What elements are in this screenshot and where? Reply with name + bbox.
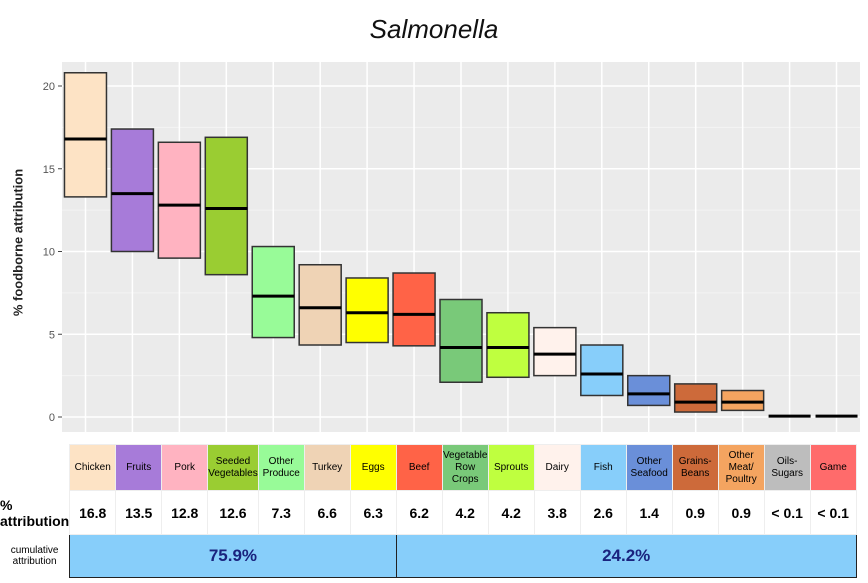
crossbar-box bbox=[533, 326, 577, 377]
crossbar-box bbox=[298, 263, 342, 346]
crossbar-box bbox=[392, 272, 436, 347]
attribution-value: 2.6 bbox=[579, 490, 627, 535]
y-tick-label: 0 bbox=[49, 412, 55, 424]
attribution-value: 6.3 bbox=[349, 490, 397, 535]
category-label: Other Meat/ Poultry bbox=[717, 444, 765, 491]
crossbar-box bbox=[673, 383, 718, 413]
category-label: Fruits bbox=[115, 444, 163, 491]
crossbar-box bbox=[110, 128, 155, 253]
category-label: Seeded Vegetables bbox=[207, 444, 259, 491]
attribution-value: 0.9 bbox=[671, 490, 719, 535]
cumulative-rest: 24.2% bbox=[395, 534, 857, 578]
attribution-table: Chicken Fruits Pork Seeded Vegetables Other … bbox=[0, 444, 857, 578]
attribution-value: 7.3 bbox=[257, 490, 305, 535]
category-label: Beef bbox=[395, 444, 443, 491]
category-label: Eggs bbox=[349, 444, 397, 491]
attribution-value: 0.9 bbox=[717, 490, 765, 535]
attribution-value: 12.6 bbox=[207, 490, 259, 535]
crossbar-box bbox=[63, 72, 108, 198]
attribution-value: 3.8 bbox=[533, 490, 581, 535]
attribution-value: 1.4 bbox=[625, 490, 673, 535]
crossbar-box bbox=[439, 298, 483, 383]
crossbar-box bbox=[627, 374, 671, 407]
category-label: Other Produce bbox=[257, 444, 305, 491]
attribution-value: 6.6 bbox=[303, 490, 351, 535]
category-label: Dairy bbox=[533, 444, 581, 491]
crossbar-box bbox=[720, 389, 765, 412]
y-tick-label: 10 bbox=[43, 247, 55, 259]
crossbar-box bbox=[204, 136, 249, 276]
attribution-value: 6.2 bbox=[395, 490, 443, 535]
crossbar-box bbox=[251, 245, 295, 339]
cumulative-row-label: cumulative attribution bbox=[10, 545, 59, 567]
attribution-value: < 0.1 bbox=[763, 490, 811, 535]
category-label: Oils-Sugars bbox=[763, 444, 811, 491]
category-label: Grains-Beans bbox=[671, 444, 719, 491]
y-tick-label: 15 bbox=[43, 164, 55, 176]
attribution-value: 4.2 bbox=[487, 490, 535, 535]
attribution-value: 16.8 bbox=[69, 490, 117, 535]
attribution-row-label: % attribution bbox=[0, 496, 70, 529]
y-tick-label: 20 bbox=[43, 81, 55, 93]
category-label: Turkey bbox=[303, 444, 351, 491]
crossbar-box bbox=[486, 311, 530, 379]
category-label: Vegetable Row Crops bbox=[441, 444, 489, 491]
category-label: Sprouts bbox=[487, 444, 535, 491]
chart-title: Salmonella bbox=[369, 14, 499, 44]
chart-plot: 0 5 10 15 20 bbox=[43, 62, 860, 432]
attribution-value: 13.5 bbox=[115, 490, 163, 535]
crossbar-box bbox=[580, 344, 624, 397]
category-label: Pork bbox=[161, 444, 209, 491]
cumulative-top: 75.9% bbox=[69, 534, 397, 578]
crossbar-box bbox=[345, 277, 389, 344]
attribution-value: 12.8 bbox=[161, 490, 209, 535]
attribution-value: < 0.1 bbox=[809, 490, 857, 535]
attribution-value: 4.2 bbox=[441, 490, 489, 535]
category-label: Chicken bbox=[69, 444, 117, 491]
y-axis-label: % foodborne attribution bbox=[10, 168, 26, 317]
crossbar-box bbox=[157, 141, 202, 259]
y-tick-label: 5 bbox=[49, 329, 55, 341]
category-label: Game bbox=[809, 444, 857, 491]
category-label: Other Seafood bbox=[625, 444, 673, 491]
category-label: Fish bbox=[579, 444, 627, 491]
